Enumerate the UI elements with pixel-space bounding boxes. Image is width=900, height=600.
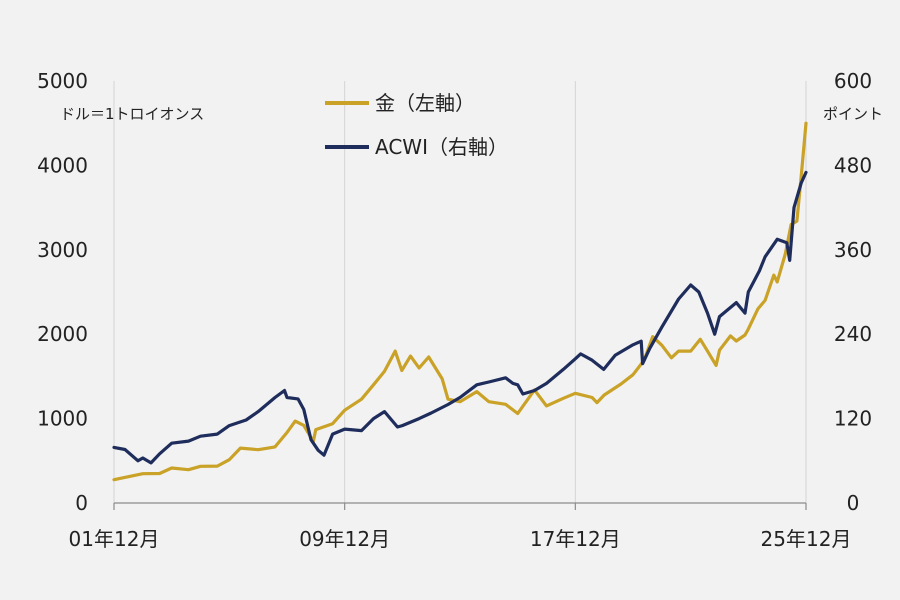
x-tick-label: 01年12月 (69, 527, 160, 551)
left-tick-label: 1000 (37, 407, 88, 431)
x-tick-label: 17年12月 (530, 527, 621, 551)
left-tick-label: 3000 (37, 238, 88, 262)
grid-lines (113, 81, 807, 503)
right-tick-label: 360 (834, 238, 872, 262)
left-tick-label: 4000 (37, 153, 88, 177)
right-tick-label: 480 (834, 153, 872, 177)
right-tick-label: 0 (847, 491, 860, 515)
series-line-gold (112, 121, 808, 482)
right-axis: 0 120 240 360 480 600 (834, 69, 872, 515)
left-axis: 0 1000 2000 3000 4000 5000 (37, 69, 88, 515)
right-tick-label: 600 (834, 69, 872, 93)
legend: 金（左軸） ACWI（右軸） (325, 91, 508, 159)
right-tick-label: 240 (834, 322, 872, 346)
left-tick-label: 5000 (37, 69, 88, 93)
series-line-acwi (112, 170, 808, 465)
legend-label-gold: 金（左軸） (375, 91, 475, 115)
x-tick-label: 09年12月 (299, 527, 390, 551)
series-lines (112, 121, 808, 482)
left-tick-label: 2000 (37, 322, 88, 346)
right-axis-unit: ポイント (823, 105, 883, 123)
right-tick-label: 120 (834, 407, 872, 431)
x-tick-label: 25年12月 (761, 527, 852, 551)
left-tick-label: 0 (75, 491, 88, 515)
legend-label-acwi: ACWI（右軸） (375, 135, 508, 159)
x-axis: 01年12月 09年12月 17年12月 25年12月 (69, 503, 852, 551)
left-axis-unit: ドル＝1トロイオンス (60, 105, 204, 123)
